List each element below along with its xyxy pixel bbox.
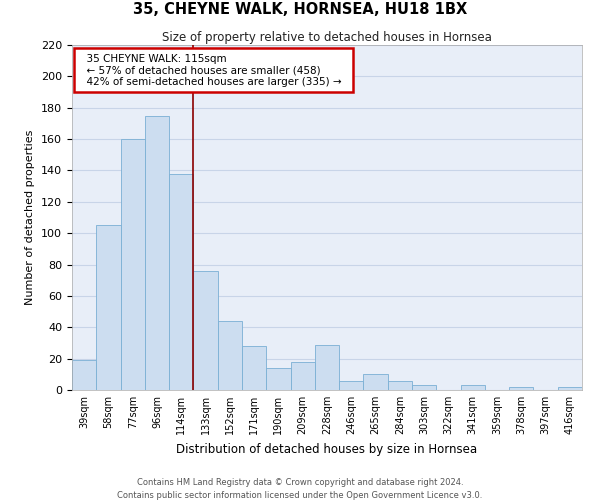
Bar <box>364 374 388 390</box>
Title: Size of property relative to detached houses in Hornsea: Size of property relative to detached ho… <box>162 31 492 44</box>
Bar <box>461 386 485 390</box>
Bar <box>169 174 193 390</box>
Text: 35, CHEYNE WALK, HORNSEA, HU18 1BX: 35, CHEYNE WALK, HORNSEA, HU18 1BX <box>133 2 467 18</box>
Bar <box>121 139 145 390</box>
X-axis label: Distribution of detached houses by size in Hornsea: Distribution of detached houses by size … <box>176 442 478 456</box>
Text: Contains HM Land Registry data © Crown copyright and database right 2024.
Contai: Contains HM Land Registry data © Crown c… <box>118 478 482 500</box>
Bar <box>290 362 315 390</box>
Bar <box>339 380 364 390</box>
Text: 35 CHEYNE WALK: 115sqm
  ← 57% of detached houses are smaller (458)
  42% of sem: 35 CHEYNE WALK: 115sqm ← 57% of detached… <box>80 54 348 87</box>
Bar <box>266 368 290 390</box>
Bar <box>218 321 242 390</box>
Bar <box>72 360 96 390</box>
Bar <box>193 271 218 390</box>
Bar <box>242 346 266 390</box>
Bar <box>412 386 436 390</box>
Bar <box>558 387 582 390</box>
Bar <box>145 116 169 390</box>
Y-axis label: Number of detached properties: Number of detached properties <box>25 130 35 305</box>
Bar <box>96 226 121 390</box>
Bar <box>315 344 339 390</box>
Bar <box>509 387 533 390</box>
Bar <box>388 380 412 390</box>
